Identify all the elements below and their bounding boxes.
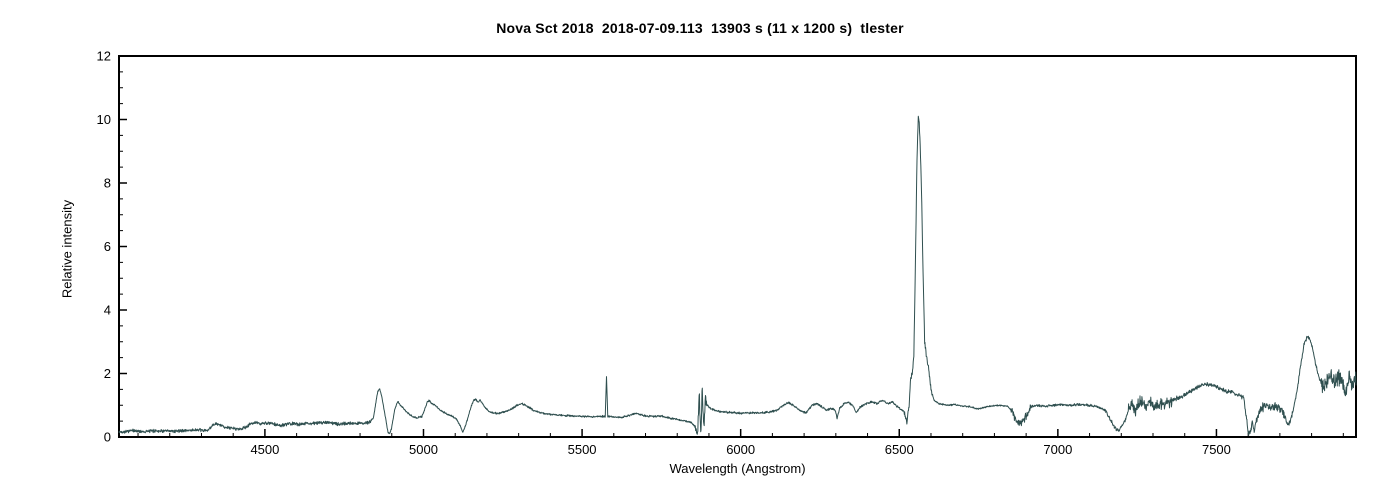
x-axis-label: Wavelength (Angstrom): [669, 461, 806, 476]
x-axis-tick-label: 7000: [1043, 442, 1072, 457]
y-axis-tick-label: 2: [104, 366, 111, 381]
y-axis-tick-label: 4: [104, 303, 111, 318]
y-axis-tick-label: 8: [104, 176, 111, 191]
y-axis-tick-label: 10: [97, 112, 111, 127]
y-axis-tick-label: 6: [104, 239, 111, 254]
x-axis-tick-label: 5500: [568, 442, 597, 457]
x-axis-tick-label: 5000: [409, 442, 438, 457]
x-axis-tick-label: 6500: [885, 442, 914, 457]
chart-title: Nova Sct 2018 2018-07-09.113 13903 s (11…: [496, 20, 904, 36]
spectrum-trace: [118, 115, 1357, 436]
x-axis-tick-label: 7500: [1202, 442, 1231, 457]
y-axis-tick-label: 0: [104, 430, 111, 445]
y-axis-label: Relative intensity: [59, 199, 75, 299]
x-axis-tick-label: 6000: [726, 442, 755, 457]
plot-frame: [118, 55, 1357, 438]
x-axis-tick-label: 4500: [250, 442, 279, 457]
y-axis-tick-label: 12: [97, 49, 111, 64]
